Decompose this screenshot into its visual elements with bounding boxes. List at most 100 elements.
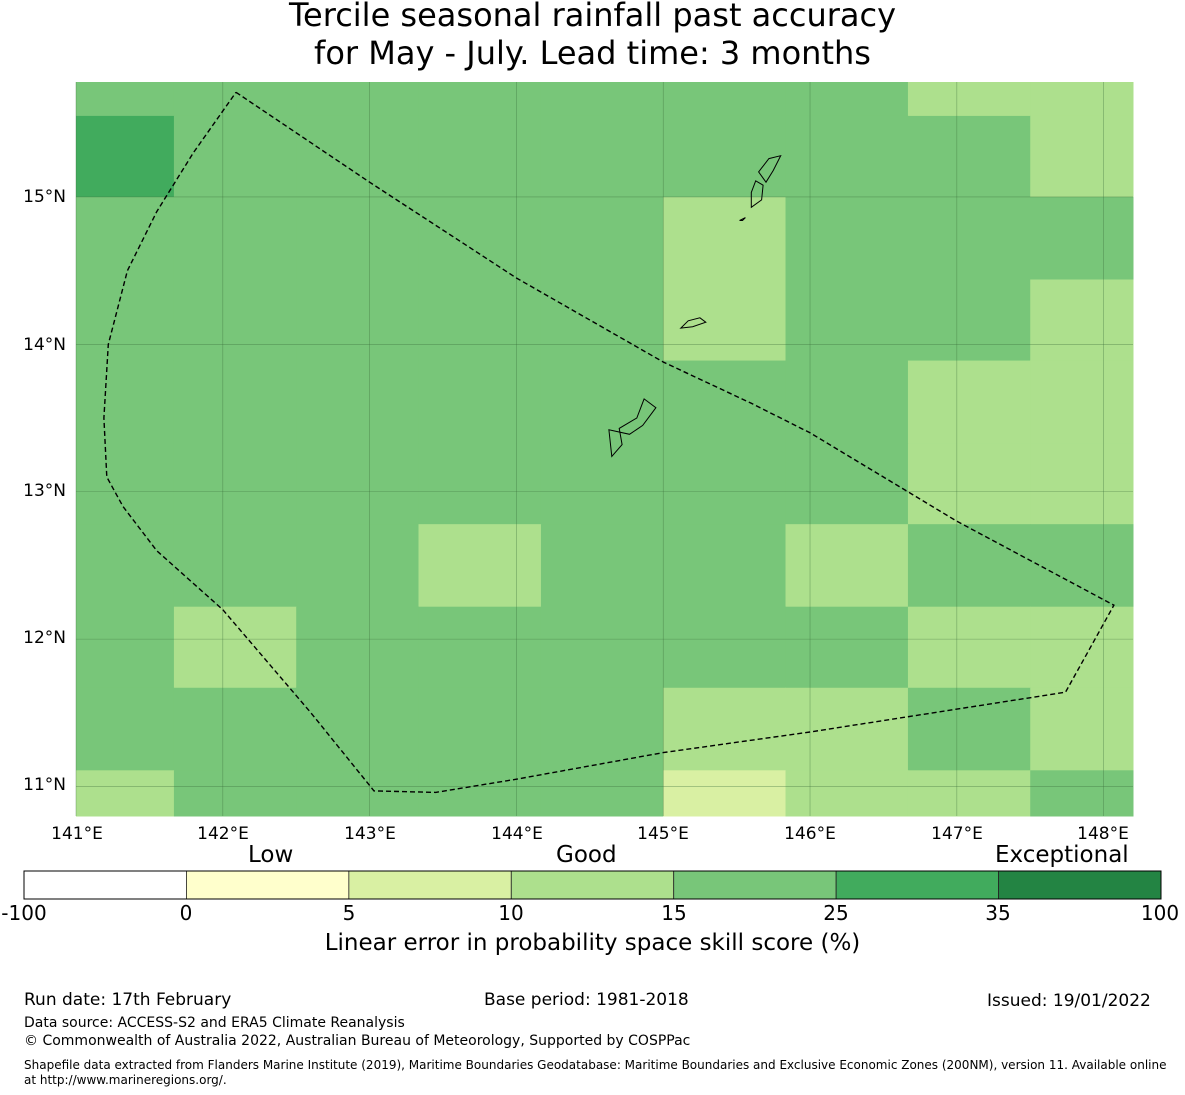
grid-cell (76, 360, 175, 444)
grid-cell (76, 687, 175, 771)
colorbar-segment (673, 870, 837, 900)
grid-cell (907, 524, 1031, 608)
grid-cell (540, 687, 664, 771)
grid-cell (296, 115, 419, 198)
grid-cell (907, 443, 1031, 525)
colorbar-tick-15: 15 (661, 901, 687, 925)
grid-cell (173, 360, 297, 444)
grid-cell (418, 360, 542, 444)
skill-grid (76, 82, 1134, 817)
grid-cell (540, 770, 664, 817)
colorbar-tick-35: 35 (985, 901, 1011, 925)
colorbar (23, 870, 1162, 900)
grid-cell (540, 82, 664, 117)
grid-cell (540, 606, 664, 689)
grid-cell (173, 606, 297, 689)
grid-cell (418, 443, 542, 525)
grid-cell (907, 770, 1031, 817)
grid-cell (785, 443, 909, 525)
grid-cell (1030, 196, 1134, 281)
grid-cell (663, 196, 787, 281)
grid-cell (76, 606, 175, 689)
grid-cell (76, 443, 175, 525)
base-period: Base period: 1981-2018 (484, 990, 689, 1010)
run-date: Run date: 17th February (24, 990, 232, 1010)
lat-tick-15: 15°N (23, 187, 66, 207)
grid-cell (785, 196, 909, 281)
colorbar-tick-0: 0 (179, 901, 193, 925)
grid-cell (296, 687, 419, 771)
grid-cell (540, 279, 664, 362)
grid-cell (907, 115, 1031, 198)
lon-tick-148: 148°E (1077, 824, 1129, 844)
grid-cell (540, 360, 664, 444)
grid-cell (173, 770, 297, 817)
grid-cell (418, 279, 542, 362)
grid-cell (663, 279, 787, 362)
data-source: Data source: ACCESS-S2 and ERA5 Climate … (24, 1015, 405, 1031)
grid-cell (1030, 606, 1134, 689)
grid-cell (76, 524, 175, 608)
chart-title: Tercile seasonal rainfall past accuracy … (0, 0, 1185, 72)
title-line-1: Tercile seasonal rainfall past accuracy (288, 0, 897, 34)
grid-cell (663, 687, 787, 771)
grid-cell (418, 687, 542, 771)
colorbar-tick-25: 25 (823, 901, 849, 925)
grid-cell (418, 524, 542, 608)
lat-tick-11: 11°N (23, 775, 66, 795)
grid-cell (663, 115, 787, 198)
grid-cell (418, 606, 542, 689)
shapefile-credit-line-2: at http://www.marineregions.org/. (24, 1073, 227, 1087)
issued-date: Issued: 19/01/2022 (987, 991, 1151, 1011)
grid-cell (1030, 770, 1134, 817)
grid-cell (540, 115, 664, 198)
grid-cell (785, 279, 909, 362)
grid-cell (1030, 360, 1134, 444)
lon-tick-146: 146°E (784, 824, 836, 844)
category-exceptional: Exceptional (995, 842, 1129, 868)
grid-cell (907, 82, 1031, 117)
grid-cell (76, 279, 175, 362)
grid-cell (785, 360, 909, 444)
grid-cell (907, 360, 1031, 444)
grid-cell (540, 196, 664, 281)
grid-cell (907, 196, 1031, 281)
grid-cell (418, 82, 542, 117)
grid-cell (76, 196, 175, 281)
colorbar-segment (23, 870, 187, 900)
grid-cell (1030, 279, 1134, 362)
grid-cell (173, 196, 297, 281)
grid-cell (785, 115, 909, 198)
grid-cell (663, 524, 787, 608)
colorbar-segment (510, 870, 675, 900)
grid-cell (296, 524, 419, 608)
grid-cell (785, 687, 909, 771)
lon-tick-142: 142°E (197, 824, 249, 844)
copyright: © Commonwealth of Australia 2022, Austra… (24, 1033, 691, 1049)
coastline (608, 154, 782, 458)
colorbar-label: Linear error in probability space skill … (324, 930, 861, 956)
grid-cell (785, 82, 909, 117)
grid-cell (1030, 115, 1134, 198)
graticule (75, 82, 1133, 816)
grid-cell (907, 279, 1031, 362)
grid-cell (785, 524, 909, 608)
grid-cell (296, 360, 419, 444)
grid-cell (173, 524, 297, 608)
grid-cell (76, 770, 175, 817)
grid-cell (296, 82, 419, 117)
colorbar-tick-10: 10 (498, 901, 524, 925)
grid-cell (1030, 443, 1134, 525)
grid-cell (663, 770, 787, 817)
grid-cell (785, 606, 909, 689)
lon-tick-144: 144°E (491, 824, 543, 844)
title-line-2: for May - July. Lead time: 3 months (314, 34, 871, 72)
grid-cell (173, 443, 297, 525)
grid-cell (296, 770, 419, 817)
grid-cell (76, 115, 175, 198)
grid-cell (418, 196, 542, 281)
colorbar-segment (835, 870, 999, 900)
grid-cell (907, 687, 1031, 771)
grid-cell (907, 606, 1031, 689)
